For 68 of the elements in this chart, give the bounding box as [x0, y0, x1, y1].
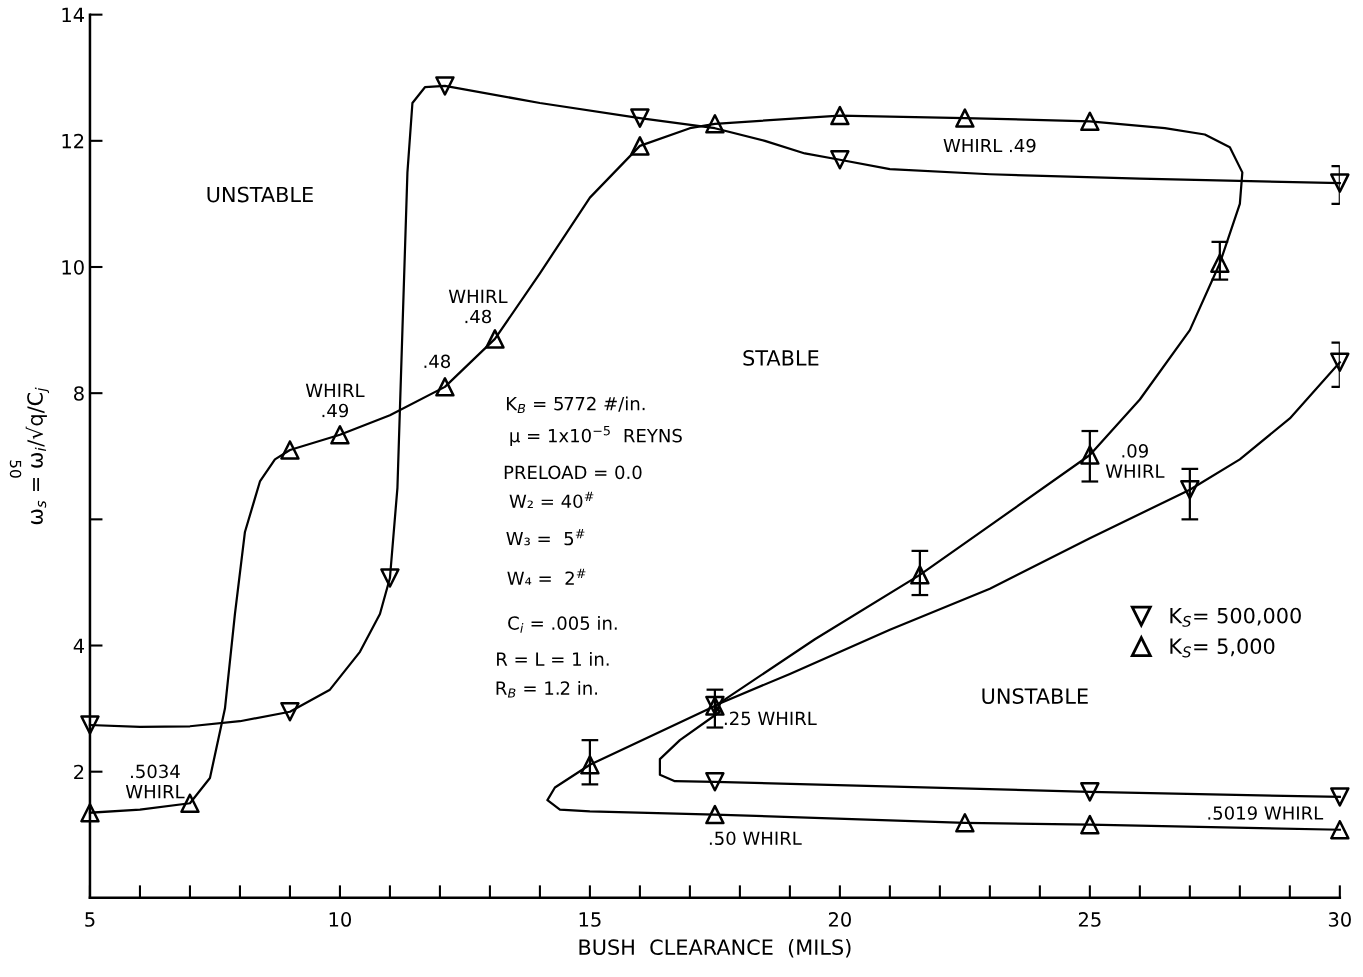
point [80, 802, 100, 823]
x-tick-label: 30 [1328, 912, 1351, 927]
point [1080, 445, 1100, 465]
point [830, 105, 850, 126]
y-tick-label: 12 [62, 133, 84, 149]
legend-label: K$_{S}$= 5,000 [1170, 638, 1275, 658]
point [1330, 787, 1350, 807]
annotation: W₄ = 2$^{#}$ [507, 568, 586, 585]
y-tick-label: 14 [62, 7, 85, 23]
x-tick-label: 5 [85, 912, 95, 927]
annotation: W₃ = 5$^{#}$ [506, 529, 585, 546]
point [705, 804, 725, 825]
x-tick-label: 10 [329, 912, 352, 927]
point [630, 108, 650, 128]
point [1080, 814, 1100, 835]
point [955, 813, 975, 833]
annotation: μ = 1x10$^{−5}$ REYNS [510, 426, 682, 446]
annotation: C$_{i}$ = .005 in. [508, 615, 617, 633]
point [435, 76, 455, 96]
point [280, 440, 300, 460]
annotation: R = L = 1 in. [497, 651, 609, 666]
point [1080, 782, 1100, 802]
point [1330, 352, 1350, 373]
x-tick-label: 15 [579, 912, 601, 927]
annotation: .09 WHIRL [1105, 444, 1165, 478]
annotation: WHIRL .49 [305, 383, 365, 418]
x-tick-label: 25 [1078, 912, 1101, 927]
point [80, 715, 100, 735]
legend-label: K$_{S}$= 500,000 [1170, 607, 1301, 627]
y-tick-label: 8 [74, 386, 84, 401]
annotation: .5034 WHIRL [125, 764, 185, 799]
point [1180, 479, 1200, 500]
point [705, 772, 725, 792]
point [955, 108, 975, 128]
x-axis-title: BUSH CLEARANCE (MILS) [579, 938, 851, 958]
point [705, 114, 725, 134]
annotation: WHIRL .49 [943, 138, 1036, 153]
point [1330, 819, 1350, 840]
annotation: .25 WHIRL [724, 711, 817, 726]
y-tick-label: 10 [62, 259, 84, 275]
text: 50 [9, 460, 22, 478]
annotation: UNSTABLE [207, 186, 313, 203]
y-axis-title: ω$_{s}$ = ω$_{i}$/√q/C$_{j}$ [25, 387, 50, 525]
point [1210, 253, 1230, 273]
point [580, 755, 600, 775]
annotation: WHIRL .48 [448, 289, 508, 324]
y-tick-label: 2 [74, 764, 84, 780]
point [435, 377, 455, 397]
point [630, 136, 650, 156]
annotation: .50 WHIRL [709, 831, 802, 846]
point [1080, 111, 1100, 132]
point [830, 150, 850, 170]
annotation: .5019 WHIRL [1208, 806, 1324, 820]
annotation: UNSTABLE [982, 688, 1088, 704]
x-tick-label: 20 [828, 912, 851, 927]
annotation: .48 [424, 354, 451, 369]
point [330, 425, 350, 445]
annotation: K$_{B}$ = 5772 #/in. [506, 396, 645, 414]
point [910, 565, 930, 585]
point [1330, 173, 1350, 193]
point [280, 702, 300, 722]
annotation: W₂ = 40$^{#}$ [509, 491, 594, 509]
annotation: STABLE [743, 350, 819, 366]
annotation: R$_{B}$ = 1.2 in. [496, 680, 598, 698]
annotation: PRELOAD = 0.0 [504, 465, 642, 480]
point [485, 329, 505, 349]
y-tick-label: 4 [73, 638, 85, 653]
point [380, 568, 400, 588]
